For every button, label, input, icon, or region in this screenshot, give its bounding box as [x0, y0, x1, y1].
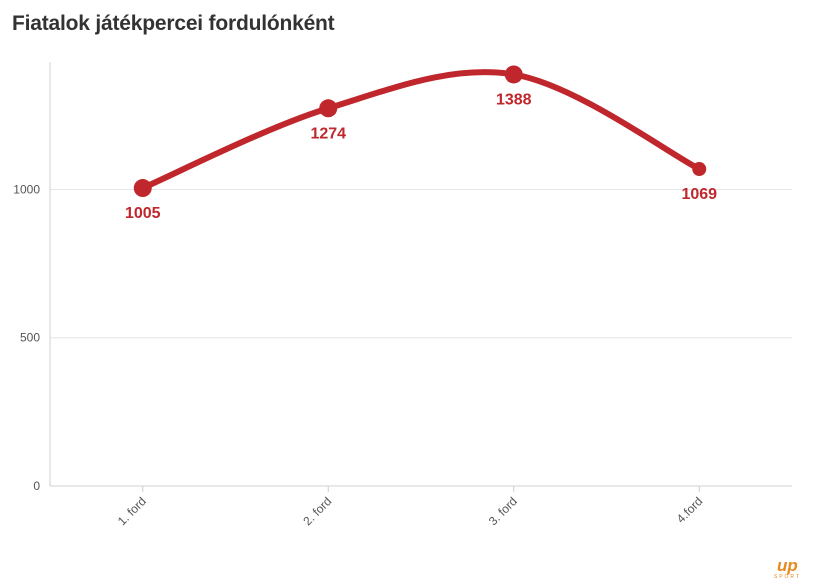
data-point — [133, 179, 152, 198]
chart-title: Fiatalok játékpercei fordulónként — [12, 12, 335, 35]
series-line — [139, 69, 703, 192]
axes: 0 500 1000 1. ford 2. ford 3. ford 4.ford — [13, 62, 792, 528]
brand-logo: up SPORT — [773, 556, 801, 580]
data-label: 1005 — [125, 205, 161, 222]
x-tick-label: 2. ford — [300, 494, 334, 528]
x-tick-label: 3. ford — [486, 494, 520, 528]
series-layer — [133, 65, 707, 198]
x-tick-label: 4.ford — [674, 494, 706, 526]
y-tick-label: 1000 — [13, 182, 40, 196]
brand-logo-sub: SPORT — [773, 574, 801, 580]
data-labels: 1005 1274 1388 1069 — [125, 91, 717, 222]
data-label: 1274 — [310, 125, 346, 142]
brand-logo-mark: up — [777, 556, 798, 575]
data-point — [504, 65, 523, 84]
data-point — [319, 99, 338, 118]
data-label: 1069 — [681, 186, 717, 203]
x-tick-label: 1. ford — [115, 494, 149, 528]
grid-lines — [50, 188, 792, 339]
data-point — [692, 162, 707, 177]
y-tick-label: 0 — [33, 479, 40, 493]
data-label: 1388 — [496, 91, 532, 108]
y-tick-label: 500 — [20, 331, 40, 345]
